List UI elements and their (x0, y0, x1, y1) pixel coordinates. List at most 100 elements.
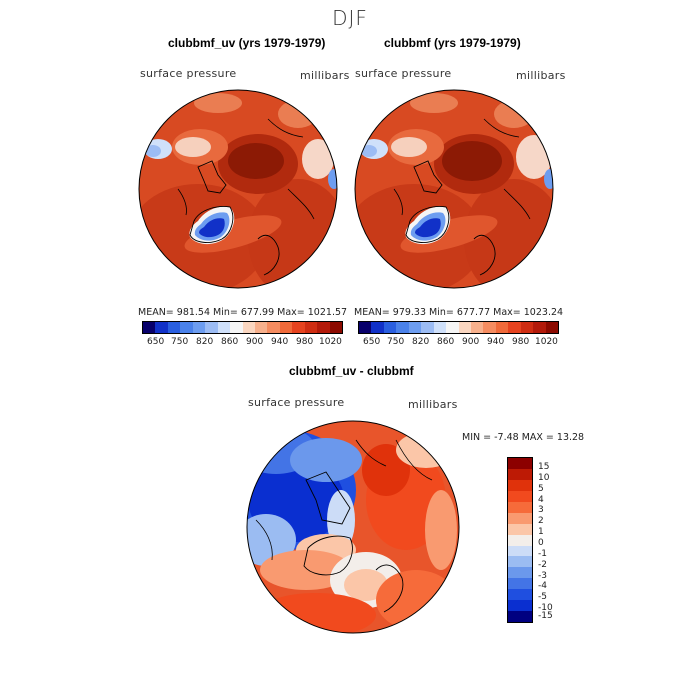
panel-1-polar-map (138, 89, 338, 289)
colorbar-segment (267, 322, 280, 333)
colorbar-tick-label: 900 (462, 337, 480, 347)
diff-colorbar-tick-label: 10 (538, 473, 550, 483)
colorbar-segment (421, 322, 434, 333)
panel-1-colorbar (142, 321, 343, 334)
colorbar-segment (508, 458, 532, 469)
panel-2-stats: MEAN= 979.33 Min= 677.77 Max= 1023.24 (354, 307, 564, 318)
panel-2-variable-label: surface pressure (355, 67, 452, 80)
colorbar-segment (470, 322, 484, 333)
colorbar-tick-label: 940 (271, 337, 289, 347)
panel-1-units-label: millibars (300, 69, 350, 82)
colorbar-segment (458, 322, 471, 333)
colorbar-tick-label: 940 (487, 337, 505, 347)
colorbar-segment (254, 322, 268, 333)
colorbar-segment (180, 322, 193, 333)
figure-title: DJF (332, 6, 368, 30)
colorbar-segment (508, 468, 532, 480)
diff-colorbar-tick-label: -15 (538, 611, 553, 621)
colorbar-segment (508, 567, 532, 579)
diff-polar-map (246, 420, 460, 634)
colorbar-segment (508, 545, 532, 557)
colorbar-segment (508, 578, 532, 590)
panel-2-units-label: millibars (516, 69, 566, 82)
colorbar-segment (508, 501, 532, 513)
colorbar-segment (143, 322, 156, 333)
colorbar-segment (508, 600, 532, 612)
panel-2-polar-map (354, 89, 554, 289)
colorbar-segment (508, 512, 532, 524)
colorbar-segment (217, 322, 231, 333)
colorbar-segment (192, 322, 206, 333)
colorbar-segment (520, 322, 534, 333)
diff-variable-label: surface pressure (248, 396, 345, 409)
panel-1-variable-label: surface pressure (140, 67, 237, 80)
colorbar-segment (533, 322, 546, 333)
colorbar-tick-label: 650 (147, 337, 165, 347)
diff-units-label: millibars (408, 398, 458, 411)
diff-colorbar-tick-label: -2 (538, 560, 547, 570)
panel-1-title: clubbmf_uv (yrs 1979-1979) (168, 36, 326, 50)
diff-colorbar-tick-label: 5 (538, 484, 544, 494)
colorbar-segment (508, 589, 532, 601)
colorbar-tick-label: 1020 (535, 337, 558, 347)
diff-colorbar-tick-label: 0 (538, 538, 544, 548)
colorbar-segment (495, 322, 509, 333)
colorbar-segment (292, 322, 305, 333)
colorbar-segment (508, 523, 532, 535)
diff-map-fill (247, 421, 459, 633)
panel-1-stats: MEAN= 981.54 Min= 677.99 Max= 1021.57 (138, 307, 348, 318)
diff-colorbar-tick-label: -3 (538, 571, 547, 581)
colorbar-tick-label: 1020 (319, 337, 342, 347)
colorbar-tick-label: 900 (246, 337, 264, 347)
diff-panel-title: clubbmf_uv - clubbmf (289, 364, 414, 378)
colorbar-tick-label: 750 (171, 337, 189, 347)
colorbar-segment (408, 322, 422, 333)
colorbar-segment (508, 322, 521, 333)
diff-stats: MIN = -7.48 MAX = 13.28 (462, 432, 585, 443)
colorbar-segment (446, 322, 459, 333)
colorbar-segment (483, 322, 496, 333)
colorbar-segment (167, 322, 181, 333)
colorbar-segment (230, 322, 243, 333)
diff-colorbar (507, 457, 533, 623)
colorbar-segment (508, 490, 532, 502)
colorbar-segment (508, 556, 532, 568)
colorbar-segment (383, 322, 397, 333)
colorbar-segment (279, 322, 293, 333)
colorbar-segment (508, 479, 532, 491)
diff-colorbar-tick-label: -5 (538, 592, 547, 602)
colorbar-segment (545, 322, 558, 333)
panel-2-colorbar (358, 321, 559, 334)
colorbar-segment (508, 534, 532, 546)
diff-colorbar-tick-label: -10 (538, 603, 553, 613)
colorbar-segment (329, 322, 342, 333)
colorbar-segment (396, 322, 409, 333)
colorbar-segment (304, 322, 318, 333)
colorbar-tick-label: 650 (363, 337, 381, 347)
colorbar-segment (155, 322, 168, 333)
colorbar-tick-label: 860 (221, 337, 239, 347)
colorbar-segment (508, 611, 532, 623)
panel-1-map-fill (139, 90, 337, 288)
diff-colorbar-tick-label: 1 (538, 527, 544, 537)
diff-colorbar-tick-label: 2 (538, 516, 544, 526)
panel-2-map-fill (355, 90, 553, 288)
diff-colorbar-tick-label: 15 (538, 462, 550, 472)
colorbar-segment (359, 322, 372, 333)
colorbar-segment (371, 322, 384, 333)
colorbar-tick-label: 980 (296, 337, 314, 347)
colorbar-tick-label: 860 (437, 337, 455, 347)
colorbar-segment (205, 322, 218, 333)
colorbar-segment (242, 322, 255, 333)
colorbar-tick-label: 980 (512, 337, 530, 347)
diff-colorbar-tick-label: -1 (538, 549, 547, 559)
colorbar-tick-label: 820 (196, 337, 214, 347)
colorbar-segment (433, 322, 447, 333)
diff-colorbar-tick-label: 4 (538, 495, 544, 505)
colorbar-tick-label: 750 (387, 337, 405, 347)
diff-colorbar-tick-label: 3 (538, 505, 544, 515)
colorbar-segment (317, 322, 330, 333)
panel-2-title: clubbmf (yrs 1979-1979) (384, 36, 521, 50)
colorbar-tick-label: 820 (412, 337, 430, 347)
diff-colorbar-tick-label: -4 (538, 581, 547, 591)
